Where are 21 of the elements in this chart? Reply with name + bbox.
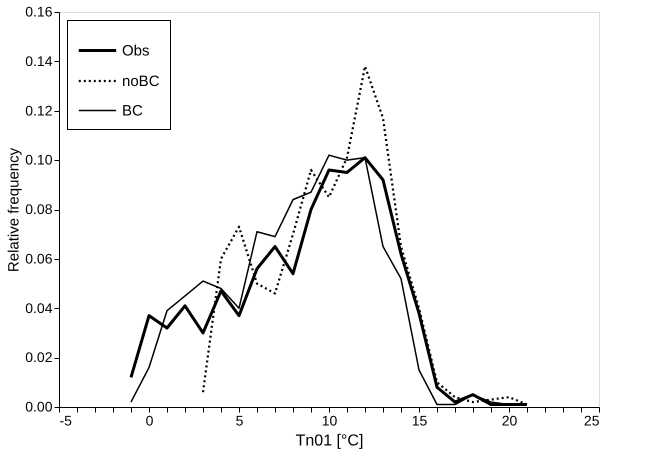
legend-label: noBC bbox=[122, 73, 160, 90]
x-tick-label: 10 bbox=[322, 412, 338, 428]
y-tick-label: 0.06 bbox=[25, 250, 53, 266]
y-tick-label: 0.16 bbox=[25, 4, 53, 20]
y-tick-label: 0.02 bbox=[25, 349, 53, 366]
legend-label: BC bbox=[122, 102, 144, 120]
legend-label: Obs bbox=[122, 42, 150, 60]
x-tick-label: 5 bbox=[236, 412, 244, 428]
x-tick-label: 0 bbox=[146, 412, 154, 428]
x-tick-label: 25 bbox=[584, 412, 600, 428]
y-tick-label: 0.10 bbox=[25, 152, 53, 168]
y-tick-label: 0.00 bbox=[25, 398, 53, 414]
x-axis-title: Tn01 [°C] bbox=[296, 432, 364, 450]
x-tick-label: -5 bbox=[60, 412, 72, 428]
y-tick-label: 0.04 bbox=[25, 300, 53, 316]
x-tick-label: 20 bbox=[502, 412, 518, 428]
x-tick-label: 15 bbox=[412, 412, 428, 428]
y-tick-label: 0.08 bbox=[25, 201, 53, 217]
y-tick-label: 0.14 bbox=[25, 52, 53, 69]
y-axis-title: Relative frequency bbox=[5, 147, 22, 272]
y-tick-label: 0.12 bbox=[25, 102, 53, 118]
